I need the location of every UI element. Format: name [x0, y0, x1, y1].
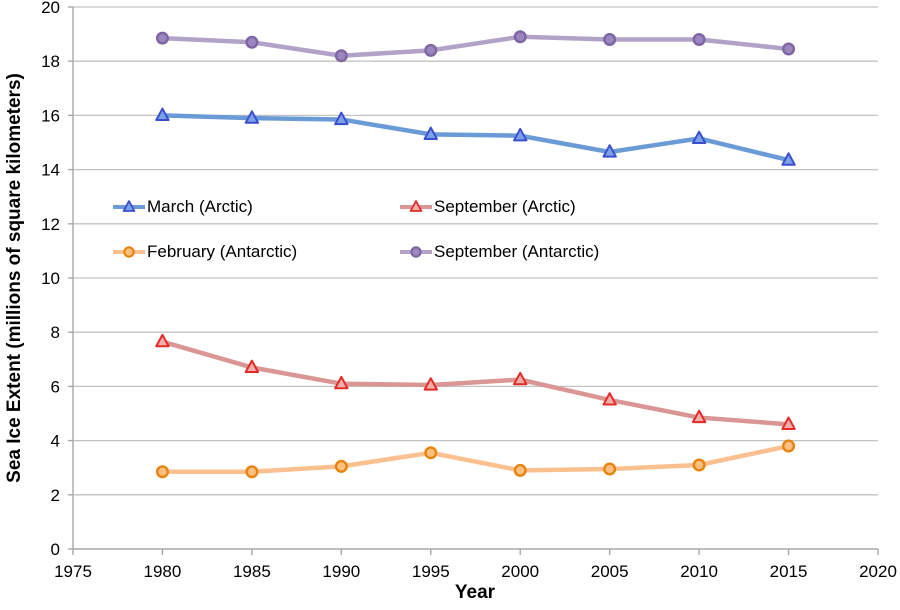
data-point-2-2005: [603, 462, 617, 476]
legend-label-september-arctic: September (Arctic): [434, 197, 576, 216]
legend-sample-marker: [409, 200, 423, 212]
x-tick-label-2005: 2005: [591, 562, 629, 581]
legend-item-september-antarctic: September (Antarctic): [400, 241, 599, 263]
data-point-2-2000: [513, 463, 527, 477]
y-tick-label-2: 2: [51, 486, 60, 505]
data-point-2-1985: [245, 465, 259, 479]
legend-sample-marker: [410, 246, 422, 258]
x-tick-label-1975: 1975: [54, 562, 92, 581]
data-point-3-2015: [782, 42, 796, 56]
x-tick-label-1985: 1985: [233, 562, 271, 581]
data-point-0-1990: [334, 111, 349, 126]
data-point-0-1980: [155, 107, 170, 121]
x-tick-label-1980: 1980: [144, 562, 182, 581]
legend-item-march-arctic: March (Arctic): [113, 196, 253, 218]
series-line-0: [160, 113, 791, 163]
y-tick-label-6: 6: [51, 377, 60, 396]
legend-label-march-arctic: March (Arctic): [147, 197, 253, 216]
y-tick-label-0: 0: [51, 540, 60, 559]
series-line-2: [160, 443, 791, 475]
data-point-1-2010: [691, 409, 707, 424]
data-point-1-1985: [244, 359, 260, 374]
data-point-0-1995: [423, 126, 438, 140]
legend-item-february-antarctic: February (Antarctic): [113, 241, 297, 263]
legend-label-september-antarctic: September (Antarctic): [434, 242, 600, 261]
x-tick-label-2010: 2010: [680, 562, 718, 581]
x-tick-label-1995: 1995: [412, 562, 450, 581]
data-point-2-2015: [782, 439, 796, 453]
data-point-3-1990: [334, 49, 348, 63]
y-tick-label-20: 20: [41, 0, 60, 17]
september-arctic-line-sample-icon: [400, 200, 432, 212]
data-point-1-2005: [602, 392, 617, 406]
legend-sample-marker: [122, 200, 136, 212]
x-tick-label-1990: 1990: [322, 562, 360, 581]
y-tick-label-4: 4: [51, 432, 60, 451]
y-tick-label-8: 8: [51, 323, 60, 342]
data-point-2-1990: [334, 459, 348, 473]
data-point-1-2015: [781, 416, 796, 430]
data-point-2-1980: [155, 465, 169, 479]
x-axis-title: Year: [454, 582, 496, 603]
data-point-0-2005: [602, 144, 617, 158]
february-antarctic-line-sample-icon: [113, 246, 145, 258]
y-tick-label-16: 16: [41, 106, 60, 125]
data-point-3-1980: [155, 31, 169, 45]
series-line-1: [160, 339, 791, 427]
data-point-3-2000: [513, 30, 527, 44]
data-point-3-1985: [245, 35, 259, 49]
legend-item-september-arctic: September (Arctic): [400, 196, 576, 218]
march-arctic-line-sample-icon: [113, 200, 145, 212]
data-point-0-1985: [244, 110, 260, 124]
data-point-1-2000: [513, 371, 528, 386]
x-tick-label-2015: 2015: [770, 562, 808, 581]
y-tick-label-14: 14: [41, 161, 60, 180]
x-tick-label-2000: 2000: [501, 562, 539, 581]
y-tick-label-12: 12: [41, 215, 60, 234]
data-point-1-1980: [155, 333, 170, 348]
data-point-0-2015: [781, 152, 796, 166]
x-tick-label-2020: 2020: [859, 562, 897, 581]
data-point-3-1995: [424, 43, 438, 57]
data-point-2-1995: [424, 446, 438, 460]
data-point-0-2000: [513, 127, 528, 142]
data-point-1-1995: [423, 377, 438, 391]
data-point-2-2010: [692, 458, 706, 472]
y-tick-label-18: 18: [41, 52, 60, 71]
september-antarctic-line-sample-icon: [400, 246, 432, 258]
legend-label-february-antarctic: February (Antarctic): [147, 242, 298, 261]
legend-sample-marker: [123, 246, 135, 258]
y-axis-title: Sea Ice Extent (millions of square kilom…: [4, 73, 25, 483]
data-point-1-1990: [334, 375, 349, 390]
data-point-3-2010: [692, 33, 706, 47]
data-point-0-2010: [691, 130, 707, 145]
data-point-3-2005: [603, 33, 617, 47]
series-line-3: [160, 34, 791, 59]
y-tick-label-10: 10: [41, 269, 60, 288]
